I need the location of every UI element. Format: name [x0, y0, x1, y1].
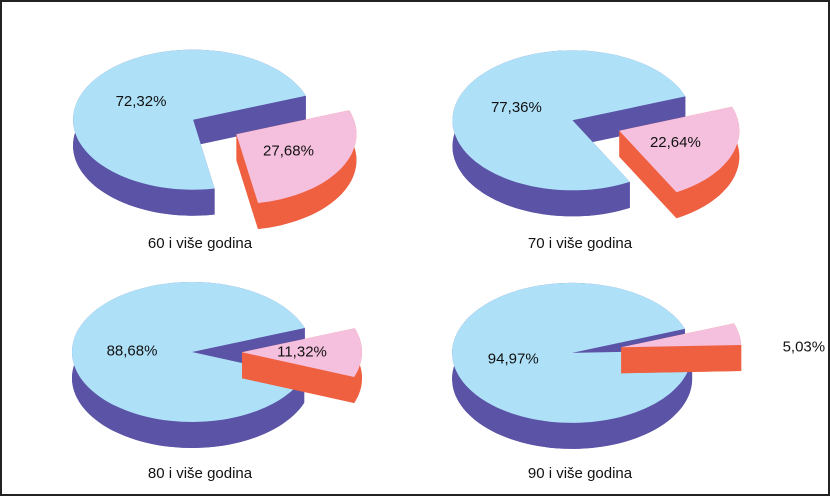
- pie-slice-side: [193, 95, 306, 146]
- pie-slice: [242, 328, 362, 377]
- data-label: 22,64%: [650, 134, 701, 151]
- pie-slice: [73, 49, 306, 190]
- pie-slice: [621, 323, 742, 348]
- pie-slice: [619, 106, 740, 193]
- pie-slice-side: [572, 96, 686, 147]
- data-label: 5,03%: [783, 338, 826, 355]
- pie-slice-side: [258, 110, 357, 229]
- pie-caption: 80 i više godina: [148, 465, 253, 482]
- pie-slice: [236, 110, 357, 203]
- pie-slice-side: [236, 134, 258, 229]
- data-label: 94,97%: [488, 351, 539, 368]
- pie-slice-side: [619, 130, 677, 219]
- pie-slice: [72, 282, 305, 422]
- data-label: 27,68%: [263, 143, 314, 160]
- data-label: 88,68%: [107, 343, 158, 360]
- pie-slice-side: [242, 352, 355, 403]
- pie-caption: 90 i više godina: [528, 465, 633, 482]
- pie-caption: 70 i više godina: [528, 235, 633, 252]
- data-label: 11,32%: [277, 343, 327, 360]
- data-label: 72,32%: [116, 93, 167, 110]
- pie-slice-side: [676, 106, 740, 219]
- pie-caption: 60 i više godina: [148, 235, 253, 252]
- pie-slice: [452, 282, 693, 423]
- pie-slice: [452, 50, 686, 191]
- pie-slice-side: [621, 345, 742, 374]
- data-label: 77,36%: [491, 99, 542, 116]
